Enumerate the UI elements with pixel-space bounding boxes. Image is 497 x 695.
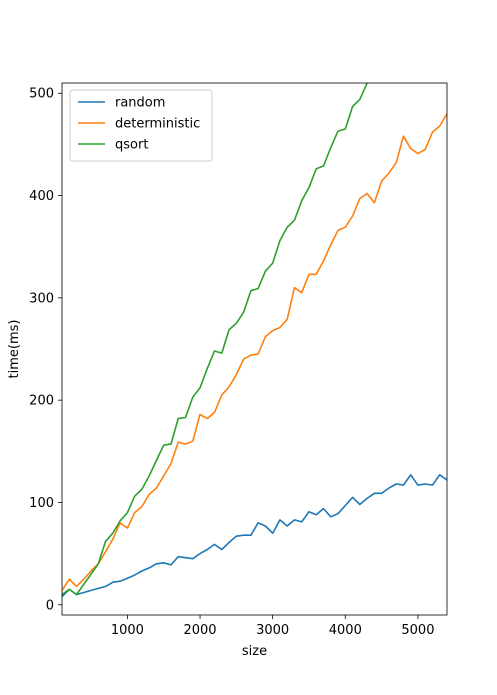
series-line-random xyxy=(62,473,447,598)
legend-label-deterministic: deterministic xyxy=(115,117,200,132)
x-tick-label: 5000 xyxy=(401,623,434,638)
x-axis: 1000 2000 3000 4000 5000 xyxy=(111,615,434,638)
y-tick-label: 200 xyxy=(29,394,54,409)
x-tick-label: 1000 xyxy=(111,623,144,638)
x-tick-label: 3000 xyxy=(256,623,289,638)
y-tick-label: 0 xyxy=(46,598,54,613)
plot-area-frame xyxy=(61,82,448,616)
legend: random deterministic qsort xyxy=(69,89,213,162)
legend-label-qsort: qsort xyxy=(115,138,148,153)
x-tick-label: 2000 xyxy=(183,623,216,638)
y-axis: 0 100 200 300 400 500 xyxy=(29,87,62,613)
y-axis-label: time(ms) xyxy=(7,320,22,379)
y-tick-label: 300 xyxy=(29,291,54,306)
series-line-qsort xyxy=(62,83,368,596)
legend-label-random: random xyxy=(115,96,165,111)
y-tick-label: 500 xyxy=(29,87,54,102)
y-tick-label: 400 xyxy=(29,189,54,204)
y-tick-label: 100 xyxy=(29,496,54,511)
legend-frame xyxy=(69,89,213,162)
x-axis-label: size xyxy=(242,644,267,659)
series-layer xyxy=(62,83,447,598)
x-tick-label: 4000 xyxy=(329,623,362,638)
series-line-deterministic xyxy=(62,112,447,592)
